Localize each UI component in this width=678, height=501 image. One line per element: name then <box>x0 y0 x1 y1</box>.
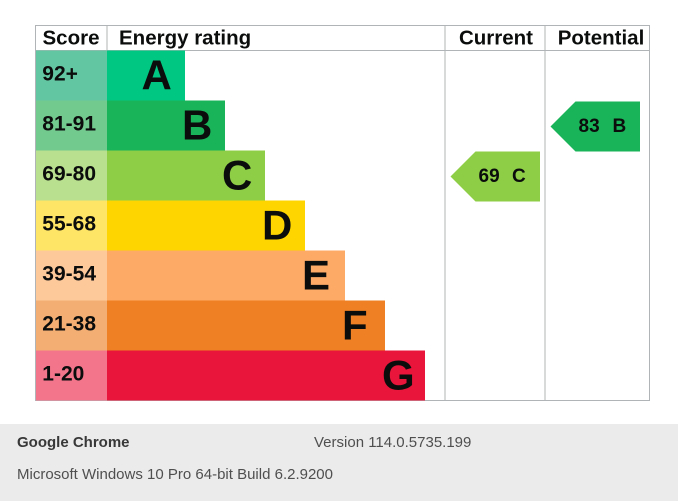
svg-text:D: D <box>262 202 292 249</box>
svg-text:A: A <box>142 52 172 99</box>
svg-text:55-68: 55-68 <box>42 213 96 236</box>
svg-text:Score: Score <box>43 27 100 50</box>
svg-text:39-54: 39-54 <box>42 263 96 286</box>
svg-text:C: C <box>222 152 252 199</box>
svg-text:F: F <box>342 302 368 349</box>
svg-text:81-91: 81-91 <box>42 113 96 136</box>
svg-text:83: 83 <box>579 116 600 137</box>
svg-text:Energy rating: Energy rating <box>119 27 251 50</box>
svg-text:21-38: 21-38 <box>42 313 96 336</box>
svg-text:B: B <box>613 116 627 137</box>
svg-text:69-80: 69-80 <box>42 163 96 186</box>
svg-text:92+: 92+ <box>42 63 78 86</box>
svg-text:Current: Current <box>459 27 533 50</box>
svg-text:1-20: 1-20 <box>42 363 84 386</box>
svg-text:Potential: Potential <box>558 27 645 50</box>
svg-text:B: B <box>182 102 212 149</box>
svg-text:G: G <box>382 352 415 399</box>
svg-text:C: C <box>512 166 526 187</box>
svg-text:E: E <box>302 252 330 299</box>
svg-text:69: 69 <box>479 166 500 187</box>
